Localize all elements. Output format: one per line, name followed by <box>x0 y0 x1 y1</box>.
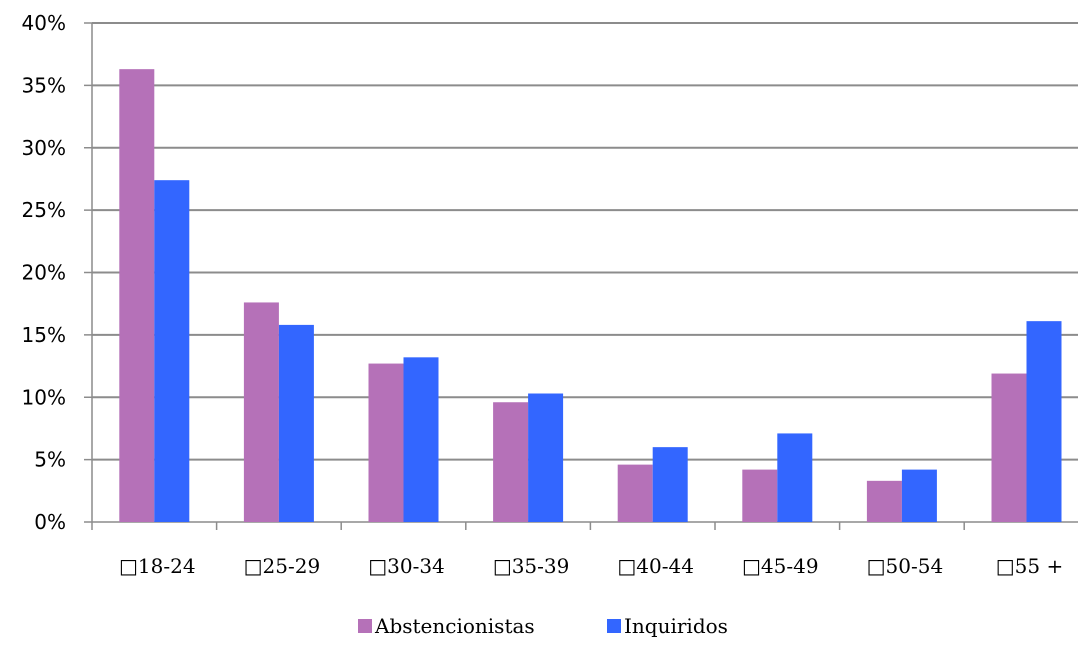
y-tick-label: 25% <box>22 198 66 222</box>
x-category-label: □18-24 <box>119 554 196 578</box>
bar-inquiridos <box>278 324 314 522</box>
y-tick-label: 5% <box>34 448 66 472</box>
x-category-label: □30-34 <box>368 554 445 578</box>
bar-inquiridos <box>528 393 564 522</box>
y-tick-label: 0% <box>34 510 66 534</box>
x-category-label: □45-49 <box>742 554 819 578</box>
bar-inquiridos <box>901 469 937 522</box>
y-tick-label: 40% <box>22 11 66 35</box>
x-category-label: □55 + <box>996 554 1063 578</box>
y-tick-label: 15% <box>22 323 66 347</box>
x-category-label: □25-29 <box>244 554 321 578</box>
y-tick-label: 10% <box>22 385 66 409</box>
bar-inquiridos <box>403 357 439 522</box>
bar-inquiridos <box>154 180 190 522</box>
bar-abstencionistas <box>991 373 1027 522</box>
legend-swatch-abstencionistas <box>358 619 372 633</box>
bar-abstencionistas <box>368 363 404 522</box>
legend-swatch-inquiridos <box>607 619 621 633</box>
x-category-label: □35-39 <box>493 554 570 578</box>
gridlines <box>92 22 1078 461</box>
bar-abstencionistas <box>617 464 653 522</box>
legend-label-abstencionistas: Abstencionistas <box>374 614 535 638</box>
bar-inquiridos <box>652 447 688 522</box>
y-axis: 0% 5% 10% 15% 20% 25% 30% 35% 40% <box>22 11 93 534</box>
bar-abstencionistas <box>119 69 155 522</box>
bar-inquiridos <box>1026 321 1062 522</box>
bars <box>119 69 1062 522</box>
x-category-label: □40-44 <box>617 554 694 578</box>
bar-abstencionistas <box>493 402 529 522</box>
bar-abstencionistas <box>243 302 279 522</box>
y-tick-label: 35% <box>22 73 66 97</box>
legend-label-inquiridos: Inquiridos <box>624 614 728 638</box>
y-tick-label: 30% <box>22 136 66 160</box>
y-tick-label: 20% <box>22 261 66 285</box>
x-axis: □18-24 □25-29 □30-34 □35-39 □40-44 □45-49 □50-… <box>91 521 1078 578</box>
bar-abstencionistas <box>742 469 778 522</box>
bar-inquiridos <box>777 433 813 522</box>
x-category-label: □50-54 <box>867 554 944 578</box>
legend: Abstencionistas Inquiridos <box>358 614 728 638</box>
bar-abstencionistas <box>866 480 902 522</box>
